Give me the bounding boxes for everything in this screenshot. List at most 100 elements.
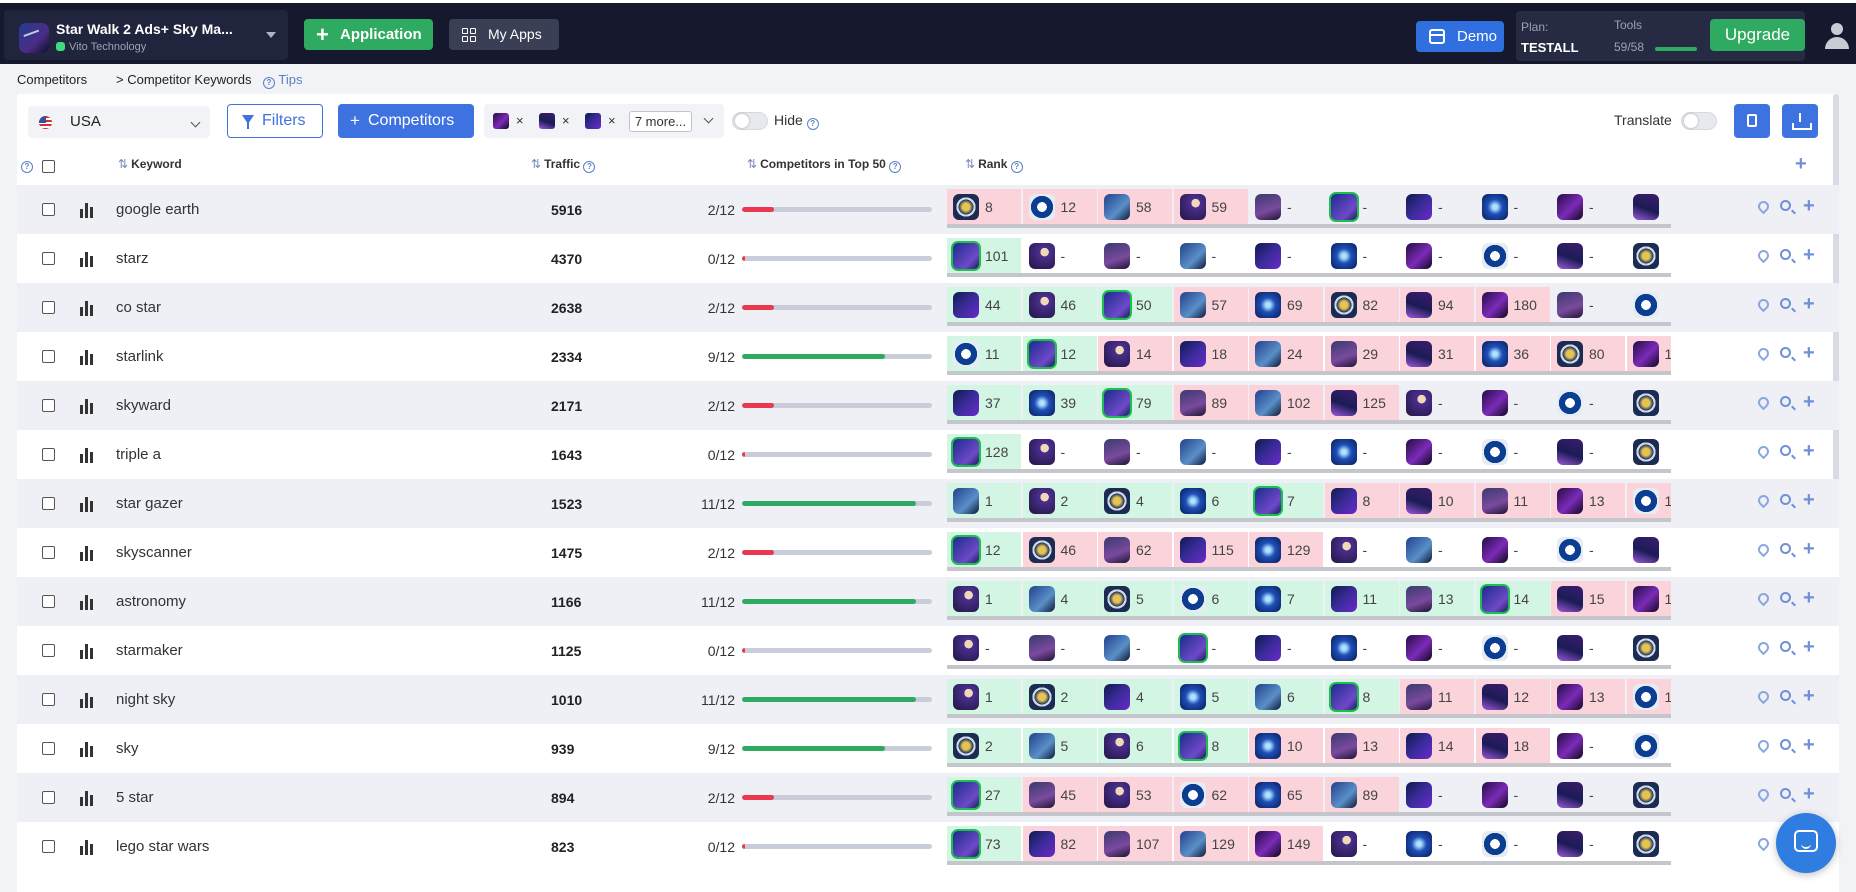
add-keyword-icon[interactable]: +: [1803, 440, 1815, 462]
rank-cell[interactable]: 4: [1022, 581, 1097, 616]
search-icon[interactable]: [1780, 641, 1791, 652]
rank-cell[interactable]: 8: [947, 189, 1021, 224]
rank-cell[interactable]: -: [1476, 826, 1550, 861]
location-pin-icon[interactable]: [1755, 345, 1772, 362]
bar-chart-icon[interactable]: [80, 203, 94, 218]
rank-cell[interactable]: [1627, 385, 1672, 420]
rank-cell[interactable]: -: [1551, 826, 1625, 861]
user-avatar-icon[interactable]: [1823, 21, 1851, 49]
add-keyword-icon[interactable]: +: [1803, 636, 1815, 658]
location-pin-icon[interactable]: [1755, 639, 1772, 656]
keyword-text[interactable]: starmaker: [116, 642, 183, 659]
bar-chart-icon[interactable]: [80, 742, 94, 757]
rank-cell[interactable]: -: [1325, 630, 1399, 665]
rank-cell[interactable]: 82: [1022, 826, 1097, 861]
rank-cell[interactable]: 128: [947, 434, 1021, 469]
rank-cell[interactable]: 11: [1324, 581, 1399, 616]
rank-cell[interactable]: 94: [1400, 287, 1474, 322]
bar-chart-icon[interactable]: [80, 301, 94, 316]
search-icon[interactable]: [1780, 543, 1791, 554]
rank-cell[interactable]: 7: [1249, 581, 1323, 616]
row-checkbox[interactable]: [42, 791, 55, 804]
rank-cell[interactable]: 4: [1098, 679, 1172, 714]
location-pin-icon[interactable]: [1755, 247, 1772, 264]
location-pin-icon[interactable]: [1755, 198, 1772, 215]
rank-cell[interactable]: [1627, 287, 1672, 322]
rank-cell[interactable]: 50: [1098, 287, 1172, 322]
rank-cell[interactable]: 2: [1022, 483, 1097, 518]
row-checkbox[interactable]: [42, 399, 55, 412]
search-icon[interactable]: [1780, 347, 1791, 358]
search-icon[interactable]: [1780, 396, 1791, 407]
rank-cell[interactable]: 1: [1626, 679, 1671, 714]
search-icon[interactable]: [1780, 200, 1791, 211]
filters-button[interactable]: Filters: [227, 104, 323, 138]
add-keyword-icon[interactable]: +: [1803, 587, 1815, 609]
location-pin-icon[interactable]: [1755, 541, 1772, 558]
location-pin-icon[interactable]: [1755, 394, 1772, 411]
bar-chart-icon[interactable]: [80, 595, 94, 610]
row-checkbox[interactable]: [42, 693, 55, 706]
rank-cell[interactable]: -: [1551, 238, 1625, 273]
rank-cell[interactable]: -: [1325, 434, 1399, 469]
add-competitors-button[interactable]: + Competitors: [338, 104, 474, 138]
rank-cell[interactable]: 5: [1173, 679, 1248, 714]
rank-cell[interactable]: 13: [1400, 581, 1474, 616]
rank-cell[interactable]: -: [1476, 385, 1550, 420]
rank-cell[interactable]: 53: [1098, 777, 1172, 812]
rank-cell[interactable]: -: [1174, 630, 1248, 665]
rank-cell[interactable]: 129: [1249, 532, 1323, 567]
add-keyword-icon[interactable]: +: [1803, 244, 1815, 266]
rank-cell[interactable]: 180: [1475, 287, 1550, 322]
copy-button[interactable]: [1734, 104, 1770, 138]
rank-cell[interactable]: -: [1400, 434, 1474, 469]
rank-cell[interactable]: 8: [1173, 728, 1248, 763]
add-keyword-icon[interactable]: +: [1803, 734, 1815, 756]
row-checkbox[interactable]: [42, 448, 55, 461]
add-application-button[interactable]: + Application: [304, 19, 433, 50]
bar-chart-icon[interactable]: [80, 791, 94, 806]
remove-chip-icon[interactable]: ×: [608, 113, 616, 128]
add-keyword-icon[interactable]: +: [1803, 783, 1815, 805]
rank-cell[interactable]: 107: [1098, 826, 1172, 861]
rank-cell[interactable]: 45: [1022, 777, 1097, 812]
rank-cell[interactable]: 1: [1626, 336, 1671, 371]
rank-cell[interactable]: -: [1249, 630, 1323, 665]
rank-cell[interactable]: 37: [947, 385, 1021, 420]
rank-cell[interactable]: 14: [1475, 581, 1550, 616]
rank-cell[interactable]: [1627, 826, 1672, 861]
rank-cell[interactable]: -: [1551, 385, 1625, 420]
rank-cell[interactable]: -: [1174, 434, 1248, 469]
tips-link[interactable]: ? Tips: [263, 72, 302, 89]
keyword-text[interactable]: skyscanner: [116, 544, 192, 561]
rank-cell[interactable]: [1627, 630, 1672, 665]
rank-cell[interactable]: 12: [1022, 189, 1097, 224]
rank-cell[interactable]: 1: [947, 483, 1021, 518]
rank-cell[interactable]: -: [1249, 238, 1323, 273]
keyword-text[interactable]: sky: [116, 740, 139, 757]
rank-cell[interactable]: -: [1400, 532, 1474, 567]
rank-cell[interactable]: 62: [1098, 532, 1172, 567]
add-keyword-icon[interactable]: +: [1803, 489, 1815, 511]
download-button[interactable]: [1782, 104, 1818, 138]
rank-cell[interactable]: 13: [1551, 483, 1625, 518]
rank-cell[interactable]: -: [1023, 238, 1097, 273]
select-all-checkbox[interactable]: [42, 160, 55, 173]
rank-cell[interactable]: 62: [1173, 777, 1248, 812]
row-checkbox[interactable]: [42, 301, 55, 314]
rank-cell[interactable]: 6: [1173, 581, 1248, 616]
rank-cell[interactable]: 6: [1249, 679, 1323, 714]
rank-cell[interactable]: 73: [947, 826, 1021, 861]
add-column-icon[interactable]: +: [1795, 153, 1807, 175]
remove-chip-icon[interactable]: ×: [516, 113, 524, 128]
rank-cell[interactable]: 5: [1098, 581, 1172, 616]
translate-toggle[interactable]: [1681, 112, 1717, 130]
remove-chip-icon[interactable]: ×: [562, 113, 570, 128]
rank-cell[interactable]: 10: [1400, 483, 1474, 518]
rank-cell[interactable]: 1: [1626, 483, 1671, 518]
row-checkbox[interactable]: [42, 497, 55, 510]
rank-cell[interactable]: 58: [1098, 189, 1172, 224]
row-checkbox[interactable]: [42, 840, 55, 853]
rank-cell[interactable]: [1627, 532, 1672, 567]
add-keyword-icon[interactable]: +: [1803, 342, 1815, 364]
